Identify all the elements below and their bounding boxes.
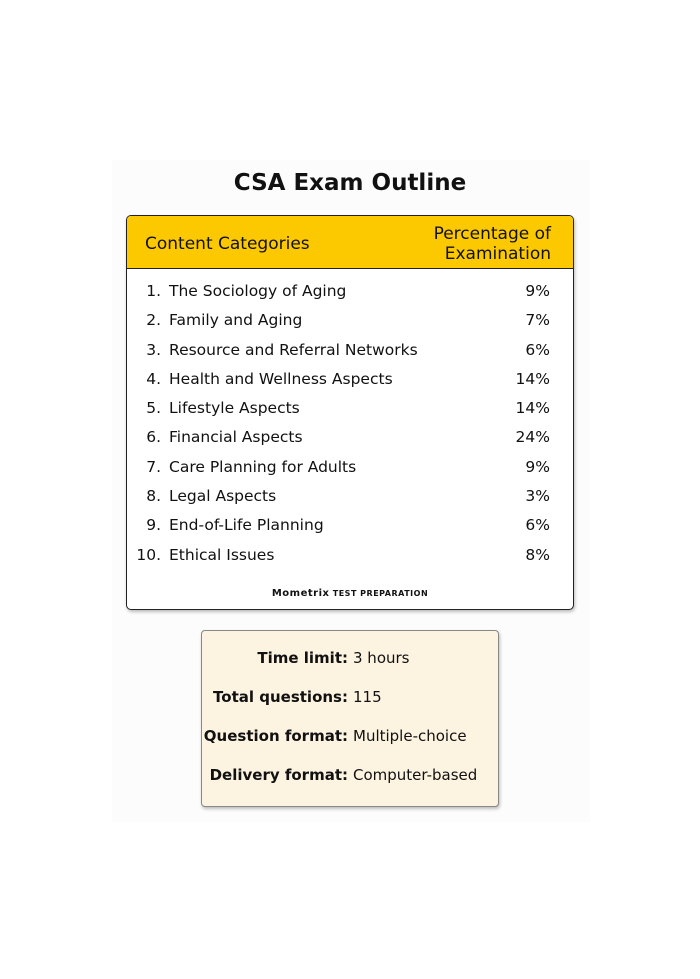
row-num: 9. bbox=[146, 516, 161, 535]
row-percent: 6% bbox=[525, 340, 550, 359]
mometrix-logo: Mometrix TEST PREPARATION bbox=[271, 588, 429, 599]
row-category: The Sociology of Aging bbox=[169, 282, 347, 300]
row-percent: 9% bbox=[525, 457, 550, 476]
table-row: 9. End-of-Life Planning 6% bbox=[127, 516, 573, 545]
info-value: 115 bbox=[353, 688, 382, 706]
row-percent: 9% bbox=[525, 282, 550, 300]
info-value: Multiple-choice bbox=[353, 727, 467, 745]
row-num: 10. bbox=[136, 545, 161, 564]
row-percent: 24% bbox=[515, 428, 550, 447]
row-category: Family and Aging bbox=[169, 311, 303, 330]
row-category: Lifestyle Aspects bbox=[169, 399, 300, 418]
header-percent-line2: Examination bbox=[444, 244, 551, 264]
exam-info-box: Time limit: 3 hours Total questions: 115 Que… bbox=[201, 630, 499, 807]
page-title: CSA Exam Outline bbox=[233, 170, 467, 196]
info-label: Total questions: bbox=[213, 688, 348, 706]
table-row: 2. Family and Aging 7% bbox=[127, 311, 573, 340]
table-row: 3. Resource and Referral Networks 6% bbox=[127, 341, 573, 370]
row-num: 5. bbox=[146, 399, 161, 418]
header-percent: Percentage of Examination bbox=[434, 224, 551, 264]
row-num: 1. bbox=[146, 282, 161, 300]
info-value: 3 hours bbox=[353, 649, 410, 667]
row-percent: 14% bbox=[515, 399, 550, 418]
row-category: Resource and Referral Networks bbox=[169, 340, 418, 359]
table-row: 5. Lifestyle Aspects 14% bbox=[127, 399, 573, 428]
row-category: Care Planning for Adults bbox=[169, 457, 357, 476]
row-num: 6. bbox=[146, 428, 161, 447]
row-category: Legal Aspects bbox=[169, 487, 277, 506]
table-row: 6. Financial Aspects 24% bbox=[127, 428, 573, 457]
table-row: 4. Health and Wellness Aspects 14% bbox=[127, 370, 573, 399]
table-row: 10. Ethical Issues 8% bbox=[127, 546, 573, 575]
row-category: End-of-Life Planning bbox=[169, 516, 324, 535]
row-num: 2. bbox=[146, 311, 161, 330]
row-category: Health and Wellness Aspects bbox=[169, 369, 393, 388]
info-row: Question format: Multiple-choice bbox=[202, 727, 498, 747]
row-num: 8. bbox=[146, 487, 161, 506]
row-category: Ethical Issues bbox=[169, 545, 275, 564]
row-category: Financial Aspects bbox=[169, 428, 303, 447]
table-row: 7. Care Planning for Adults 9% bbox=[127, 458, 573, 487]
info-row: Total questions: 115 bbox=[202, 688, 498, 708]
info-value: Computer-based bbox=[353, 766, 478, 784]
row-percent: 3% bbox=[525, 487, 550, 506]
info-label: Question format: bbox=[203, 727, 348, 745]
outline-table: Content Categories Percentage of Examina… bbox=[126, 215, 574, 610]
row-num: 4. bbox=[146, 369, 161, 388]
table-header: Content Categories Percentage of Examina… bbox=[127, 216, 573, 269]
table-row: 1. The Sociology of Aging 9% bbox=[127, 282, 573, 311]
info-label: Time limit: bbox=[257, 649, 348, 667]
info-row: Delivery format: Computer-based bbox=[202, 766, 498, 786]
row-num: 3. bbox=[146, 340, 161, 359]
row-percent: 14% bbox=[515, 369, 550, 388]
row-percent: 6% bbox=[525, 516, 550, 535]
header-category: Content Categories bbox=[145, 234, 310, 254]
table-row: 8. Legal Aspects 3% bbox=[127, 487, 573, 516]
table-rows: 1. The Sociology of Aging 9% 2. Family and A… bbox=[127, 282, 573, 575]
info-row: Time limit: 3 hours bbox=[202, 649, 498, 669]
info-label: Delivery format: bbox=[209, 766, 348, 784]
row-percent: 8% bbox=[525, 545, 550, 564]
header-percent-line1: Percentage of bbox=[433, 224, 551, 244]
row-num: 7. bbox=[146, 457, 161, 476]
row-percent: 7% bbox=[525, 311, 550, 330]
